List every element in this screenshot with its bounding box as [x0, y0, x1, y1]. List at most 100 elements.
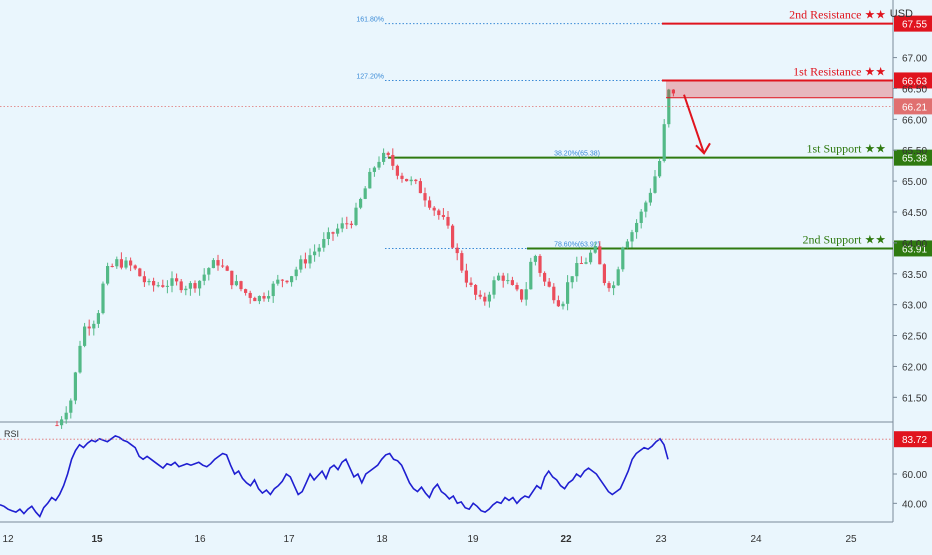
candle: [138, 267, 142, 277]
candle: [55, 420, 59, 427]
candle-body: [621, 247, 625, 270]
candle: [354, 202, 358, 227]
candle-body: [322, 238, 326, 248]
candle: [87, 319, 91, 336]
candle-body: [216, 260, 220, 266]
candle-body: [234, 281, 238, 286]
candle: [570, 276, 574, 289]
candle-body: [257, 296, 261, 302]
candle: [317, 244, 321, 257]
candle-body: [437, 210, 441, 216]
candle: [501, 272, 505, 288]
candle: [326, 227, 330, 246]
candle-body: [331, 232, 335, 234]
candle: [73, 371, 77, 405]
candle: [497, 272, 501, 281]
candle: [579, 256, 583, 265]
price-tick-label: 66.00: [902, 115, 927, 126]
level-price-tag: [894, 149, 932, 166]
candle-body: [276, 279, 280, 284]
candle: [234, 274, 238, 287]
candle: [386, 151, 390, 158]
candle-body: [409, 179, 413, 182]
candle: [244, 288, 248, 296]
candle-body: [529, 261, 533, 290]
rsi-line: [0, 435, 669, 518]
candle-body: [630, 232, 634, 242]
candle-body: [405, 178, 409, 182]
candle: [110, 263, 114, 268]
candle-body: [290, 276, 294, 283]
candle-body: [78, 345, 82, 373]
candle: [349, 220, 353, 229]
candle-body: [368, 171, 372, 189]
candle-body: [161, 285, 165, 287]
level-price-text: 63.91: [902, 244, 927, 255]
price-tick-label: 65.00: [902, 177, 927, 188]
candle: [152, 277, 156, 292]
candle-body: [142, 276, 146, 283]
candle: [593, 241, 597, 254]
candle: [78, 340, 82, 374]
candle-body: [354, 207, 358, 225]
candle: [552, 283, 556, 304]
price-tick-label: 61.50: [902, 393, 927, 404]
candle-body: [497, 275, 501, 281]
candle: [207, 267, 211, 281]
candle: [423, 187, 427, 207]
candle: [575, 256, 579, 282]
candle-body: [469, 282, 473, 285]
candle-body: [589, 252, 593, 263]
rsi-tick-label: 60.00: [902, 470, 927, 481]
candle: [372, 166, 376, 177]
candle: [483, 292, 487, 306]
price-tick-label: 64.00: [902, 239, 927, 250]
candle: [257, 295, 261, 305]
candle-body: [510, 280, 514, 285]
level-price-text: 67.55: [902, 20, 927, 31]
candle-body: [175, 278, 179, 282]
candle-body: [648, 192, 652, 203]
candle-body: [644, 202, 648, 212]
candle: [230, 270, 234, 290]
candle: [474, 284, 478, 301]
candle-body: [446, 216, 450, 226]
candle-body: [667, 89, 671, 125]
time-tick-label: 16: [194, 534, 206, 545]
candle-body: [60, 419, 64, 426]
fib-label: 78.60%(63.92): [554, 241, 600, 248]
candle-body: [211, 260, 215, 269]
level-label: 1st Resistance ★★: [793, 64, 886, 78]
candle: [566, 275, 570, 311]
candle-body: [294, 269, 298, 277]
candle-body: [221, 265, 225, 267]
candle-body: [179, 281, 183, 291]
candle-body: [653, 176, 657, 193]
candle: [92, 320, 96, 336]
candle-body: [349, 223, 353, 225]
time-tick-label: 23: [655, 534, 667, 545]
candle: [179, 279, 183, 293]
price-tick-label: 63.00: [902, 301, 927, 312]
candle-body: [96, 313, 100, 324]
level-support: 78.60%(63.92) 2nd Support ★★ 63.91: [385, 232, 932, 257]
candle: [340, 217, 344, 233]
candle: [639, 208, 643, 229]
candle-body: [110, 266, 114, 268]
candle-body: [543, 272, 547, 282]
price-tick-label: 63.50: [902, 270, 927, 281]
candle: [653, 169, 657, 194]
candle-body: [612, 285, 616, 289]
candle-body: [165, 285, 169, 287]
candle-body: [308, 255, 312, 264]
candle-body: [303, 259, 307, 264]
time-tick-label: 15: [91, 534, 103, 545]
candle: [543, 271, 547, 286]
candle: [331, 231, 335, 241]
time-tick-label: 22: [560, 534, 572, 545]
candle: [225, 265, 229, 272]
level-resistance: 161.80% 2nd Resistance ★★ 67.55: [356, 8, 932, 32]
candle-body: [147, 280, 151, 283]
